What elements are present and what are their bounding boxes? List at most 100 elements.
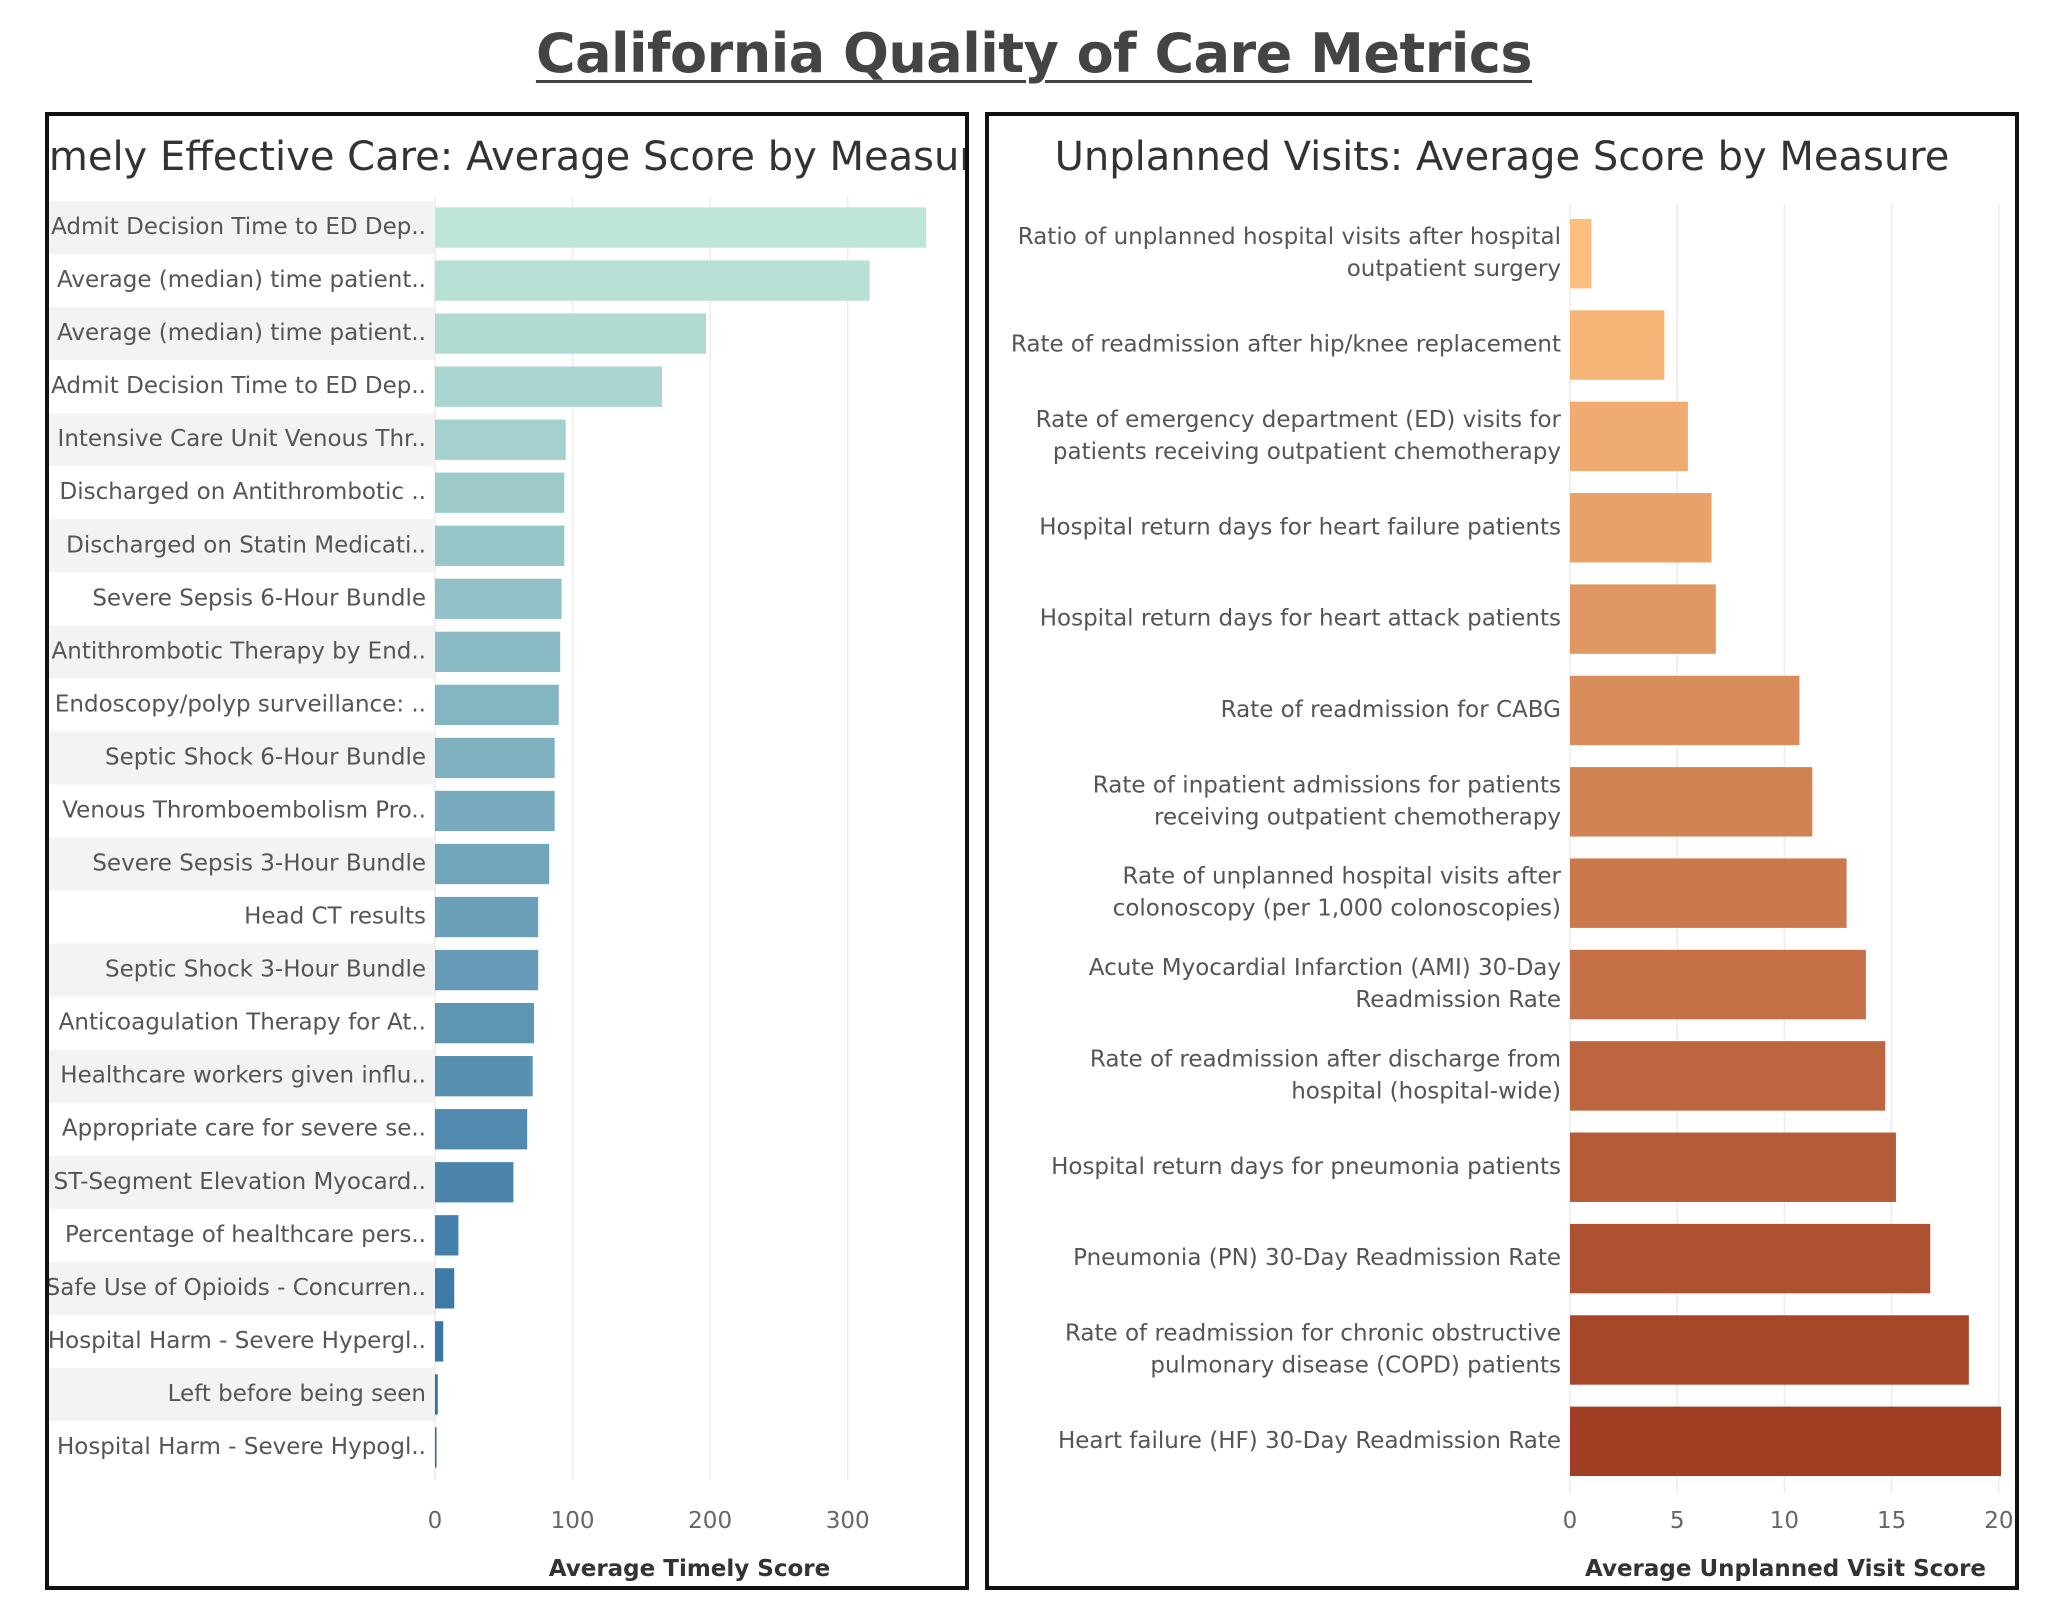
bar [1570,493,1712,563]
category-label: Heart failure (HF) 30-Day Readmission Ra… [1058,1428,1561,1454]
row-band [49,625,434,679]
category-label: Discharged on Antithrombotic .. [60,479,426,505]
row-band [49,307,434,361]
bar [435,472,565,513]
category-label: pulmonary disease (COPD) patients [1150,1352,1561,1378]
bar [435,631,561,673]
category-label: Severe Sepsis 6-Hour Bundle [92,585,426,611]
category-label: Rate of readmission for chronic obstruct… [1065,1320,1561,1346]
x-axis-title: Average Timely Score [549,1556,830,1582]
bar [435,1427,437,1468]
x-tick-label: 0 [428,1508,443,1534]
bar [1570,584,1716,654]
category-label: Appropriate care for severe se.. [62,1116,426,1142]
bar [1570,401,1688,472]
page-title: California Quality of Care Metrics [535,22,1533,85]
bar [1570,675,1800,746]
category-label: Left before being seen [168,1381,426,1407]
bar [435,1321,444,1362]
category-label: Discharged on Statin Medicati.. [66,532,426,558]
category-label: Anticoagulation Therapy for At.. [59,1010,426,1036]
category-label: Admit Decision Time to ED Dep.. [51,214,426,240]
category-label: Septic Shock 3-Hour Bundle [105,957,426,983]
timely-care-panel: Timely Effective Care: Average Score by … [45,112,969,1590]
row-band [49,837,434,891]
bar [435,366,662,407]
bar [1570,1223,1931,1294]
category-label: Average (median) time patient.. [57,320,426,346]
panel-title: Unplanned Visits: Average Score by Measu… [1055,134,1950,180]
bar [435,260,870,301]
bar [435,525,565,566]
bar [435,313,707,354]
bar [435,1162,514,1203]
category-label: Ratio of unplanned hospital visits after… [1018,224,1561,250]
unplanned-visits-chart: Unplanned Visits: Average Score by Measu… [1011,134,2014,1582]
category-label: Hospital Harm - Severe Hypogl.. [57,1434,426,1460]
bar [1570,858,1847,928]
category-label: Admit Decision Time to ED Dep.. [51,373,426,399]
category-label: Rate of emergency department (ED) visits… [1036,407,1562,433]
bar [1570,1315,1969,1385]
x-tick-label: 100 [551,1508,595,1534]
bar [1570,218,1592,289]
category-label: Average (median) time patient.. [57,267,426,293]
category-label: Pneumonia (PN) 30-Day Readmission Rate [1073,1245,1561,1271]
category-label: Percentage of healthcare pers.. [65,1222,426,1248]
row-band [49,1049,434,1103]
category-label: Rate of readmission after discharge from [1090,1046,1561,1072]
category-label: Readmission Rate [1355,987,1561,1013]
category-label: Hospital Harm - Severe Hypergl.. [49,1328,426,1354]
panel-title: Timely Effective Care: Average Score by … [49,134,965,180]
x-tick-label: 15 [1877,1508,1906,1534]
row-band [49,413,434,467]
category-label: Healthcare workers given influ.. [60,1063,426,1089]
bar [435,1109,528,1150]
x-tick-label: 0 [1563,1508,1578,1534]
row-band [49,201,434,255]
x-tick-label: 5 [1670,1508,1685,1534]
bar [435,578,562,619]
row-band [49,1155,434,1209]
row-band [49,519,434,573]
row-band [49,731,434,785]
category-label: hospital (hospital-wide) [1291,1078,1561,1104]
category-label: receiving outpatient chemotherapy [1154,804,1561,830]
category-label: Hospital return days for heart attack pa… [1040,606,1561,632]
bar [435,1268,455,1309]
category-label: Acute Myocardial Infarction (AMI) 30-Day [1089,955,1561,981]
bar [435,1215,459,1256]
category-label: Hospital return days for pneumonia patie… [1051,1154,1561,1180]
category-label: Hospital return days for heart failure p… [1039,514,1561,540]
category-label: Head CT results [244,904,426,930]
x-axis-title: Average Unplanned Visit Score [1585,1556,1986,1582]
bar [435,419,566,460]
bar [435,1374,438,1415]
bar [435,790,555,832]
bar [435,896,539,938]
bar [435,843,550,885]
category-label: patients receiving outpatient chemothera… [1053,439,1561,465]
bar [1570,310,1665,380]
category-label: Intensive Care Unit Venous Thr.. [58,426,426,452]
category-label: Safe Use of Opioids - Concurren.. [49,1275,426,1301]
x-tick-label: 10 [1770,1508,1799,1534]
row-band [49,1261,434,1315]
bar [435,684,559,726]
bar [435,737,555,779]
row-band [49,943,434,997]
category-label: ST-Segment Elevation Myocard.. [54,1169,426,1195]
category-label: Rate of readmission after hip/knee repla… [1011,332,1561,358]
category-label: Severe Sepsis 3-Hour Bundle [92,851,426,877]
bar [1570,1132,1896,1202]
bar [435,1056,533,1097]
x-tick-label: 20 [1984,1508,2013,1534]
bar [1570,1041,1886,1111]
bar [435,949,539,991]
category-label: Venous Thromboembolism Pro.. [62,797,426,823]
timely-care-chart: Timely Effective Care: Average Score by … [49,134,965,1582]
bar [435,1002,535,1044]
category-label: Antithrombotic Therapy by End.. [52,638,426,664]
category-label: colonoscopy (per 1,000 colonoscopies) [1113,896,1561,922]
category-label: outpatient surgery [1347,256,1561,282]
